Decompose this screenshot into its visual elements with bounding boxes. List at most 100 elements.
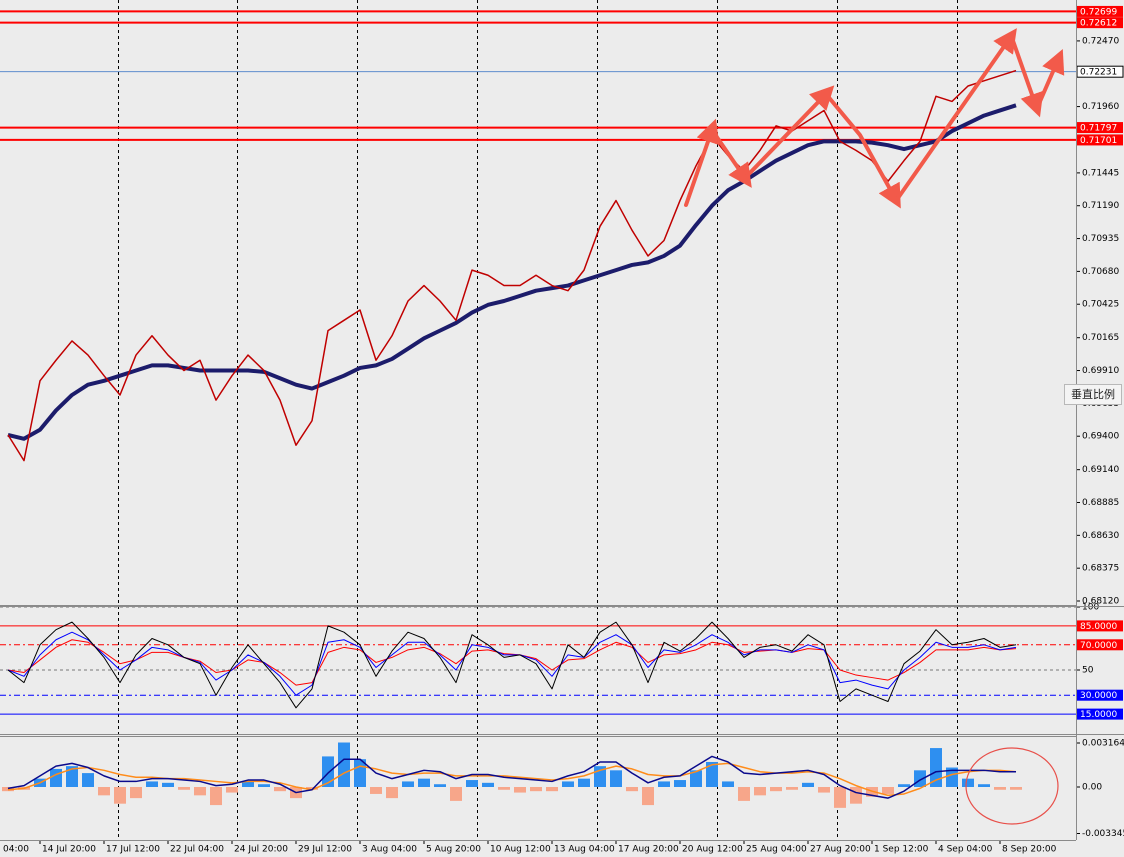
histogram-bar — [242, 781, 254, 787]
histogram-bar — [818, 786, 830, 793]
level-label: 0.71797 — [1080, 124, 1117, 134]
histogram-bar — [194, 786, 206, 796]
x-tick-label: 1 Sep 12:00 — [874, 845, 929, 855]
plot-area: 0.72470 0.71960 0.71445 0.71190 0.70935 0.706… — [0, 5, 1124, 855]
y-tick-label: 0.72470 — [1082, 36, 1119, 46]
histogram-bar — [994, 786, 1006, 790]
histogram-bar — [850, 786, 862, 804]
x-tick-label: 14 Jul 20:00 — [42, 845, 96, 855]
level-label: 15.0000 — [1080, 710, 1117, 720]
level-label: 85.0000 — [1080, 622, 1117, 632]
series-line — [7, 755, 1016, 799]
y-tick-label: 0.70165 — [1082, 333, 1119, 343]
series-line — [7, 639, 1017, 686]
histogram-bar — [162, 782, 174, 787]
histogram-bar — [466, 780, 478, 787]
histogram-bar — [722, 781, 734, 787]
y-tick-label: 0.68375 — [1082, 564, 1119, 574]
y-tick-label: 0.69400 — [1082, 432, 1119, 442]
histogram-bar — [82, 773, 94, 787]
level-box — [1077, 689, 1123, 701]
y-tick-label: 0.68630 — [1082, 531, 1119, 541]
drawn-arrows — [684, 28, 1065, 209]
histogram-bar — [482, 782, 494, 787]
histogram-bar — [370, 786, 382, 794]
y-tick-label: 0.69140 — [1082, 465, 1119, 475]
level-label: 0.72612 — [1080, 19, 1117, 29]
level-box — [1077, 17, 1123, 29]
y-tick-label: 0.70680 — [1082, 267, 1119, 277]
level-label: 30.0000 — [1080, 691, 1117, 701]
x-tick-label: 22 Jul 04:00 — [170, 845, 224, 855]
histogram-bar — [1010, 786, 1022, 790]
histogram-bar — [610, 770, 622, 787]
histogram-bar — [738, 786, 750, 801]
panel — [2, 742, 1022, 808]
histogram-bar — [658, 781, 670, 787]
histogram-bar — [546, 786, 558, 792]
level-box — [1077, 5, 1123, 17]
histogram-bar — [226, 786, 238, 793]
panel — [0, 607, 1076, 715]
histogram-bar — [130, 786, 142, 799]
x-tick-label: 27 Aug 20:00 — [810, 845, 871, 855]
y-axis: 0.72470 0.71960 0.71445 0.71190 0.70935 0.706… — [1076, 5, 1124, 607]
histogram-bar — [114, 786, 126, 804]
histogram-bar — [786, 786, 798, 790]
histogram-bar — [962, 778, 974, 787]
histogram-bar — [66, 766, 78, 787]
histogram-bar — [770, 786, 782, 792]
histogram-bar — [210, 786, 222, 806]
histogram-bar — [834, 786, 846, 808]
histogram-bar — [274, 786, 286, 792]
y-tick-label: 0.00 — [1082, 782, 1102, 792]
highlight-circle — [965, 747, 1059, 825]
histogram-bar — [338, 742, 350, 787]
histogram-bar — [642, 786, 654, 806]
level-label: 0.72699 — [1080, 7, 1117, 17]
histogram-bar — [802, 782, 814, 787]
y-tick-label: 0.69910 — [1082, 366, 1119, 376]
x-tick-label: 13 Aug 04:00 — [554, 845, 615, 855]
x-tick-label: 25 Aug 04:00 — [746, 845, 807, 855]
histogram-bar — [514, 786, 526, 793]
level-label: 70.0000 — [1080, 641, 1117, 651]
x-tick-label: 4 Sep 04:00 — [938, 845, 993, 855]
histogram-bar — [386, 786, 398, 799]
histogram-bar — [578, 778, 590, 787]
series-line — [7, 621, 1017, 709]
y-tick-label: -0.003345 — [1082, 829, 1124, 839]
y-tick-label: 0.0031642 — [1082, 739, 1124, 749]
x-tick-label: 10 Aug 12:00 — [490, 845, 551, 855]
histogram-bar — [754, 786, 766, 796]
y-tick-label: 0.68885 — [1082, 498, 1119, 508]
histogram-bar — [946, 767, 958, 787]
x-tick-label: 3 Aug 04:00 — [362, 845, 417, 855]
histogram-bar — [178, 786, 190, 790]
level-box — [1077, 122, 1123, 134]
histogram-bar — [146, 781, 158, 787]
level-box — [1077, 639, 1123, 651]
histogram-bar — [434, 784, 446, 787]
y-tick-label: 0.70935 — [1082, 234, 1119, 244]
histogram-bar — [498, 786, 510, 790]
histogram-bar — [322, 756, 334, 787]
histogram-bar — [562, 781, 574, 787]
x-tick-label: 5 Aug 20:00 — [426, 845, 481, 855]
series-line — [7, 103, 1017, 441]
histogram-bar — [690, 770, 702, 787]
histogram-bar — [450, 786, 462, 801]
y-tick-label: 50 — [1082, 666, 1094, 676]
histogram-bar — [98, 786, 110, 796]
level-box — [1077, 708, 1123, 720]
series-line — [7, 631, 1017, 696]
histogram-bar — [50, 768, 62, 787]
histogram-bar — [626, 786, 638, 792]
scale-button[interactable]: 垂直比例 — [1064, 384, 1122, 405]
x-tick-label: 24 Jul 20:00 — [234, 845, 288, 855]
y-tick-label: 0.71960 — [1082, 102, 1119, 112]
y-axis: 100 50 85.0000 70.0000 30.0000 15.0000 — [1076, 603, 1123, 720]
